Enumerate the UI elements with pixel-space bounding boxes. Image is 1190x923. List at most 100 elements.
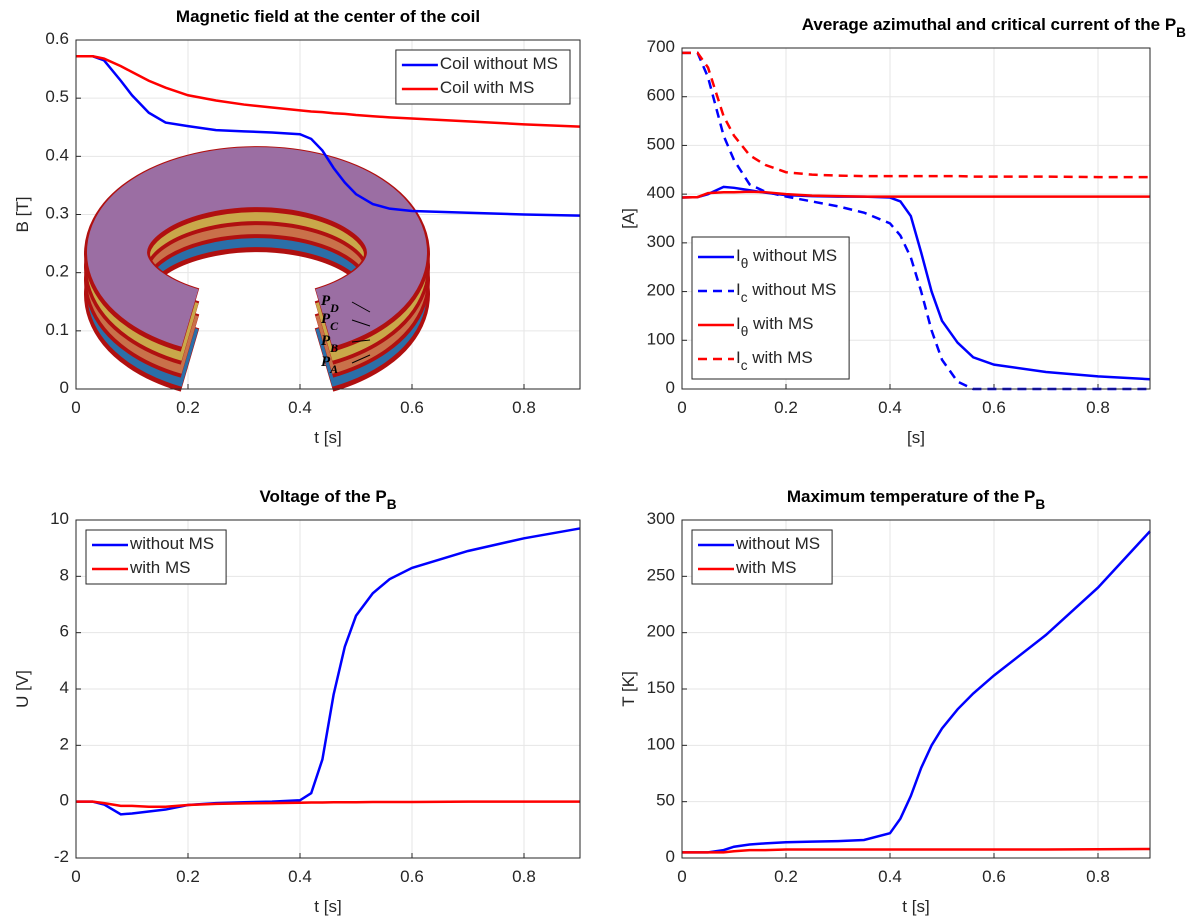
x-tick-label: 0 — [677, 867, 686, 886]
y-tick-label: 50 — [656, 791, 675, 810]
series-line — [682, 847, 1151, 854]
x-tick-label: 0.8 — [1086, 398, 1110, 417]
y-tick-label: 150 — [647, 678, 675, 697]
series-line — [682, 51, 1150, 179]
x-tick-label: 0 — [71, 867, 80, 886]
y-tick-label: 0 — [60, 791, 69, 810]
y-tick-label: 600 — [647, 86, 675, 105]
x-tick-label: 0.6 — [982, 398, 1006, 417]
y-tick-label: 250 — [647, 566, 675, 585]
y-tick-label: 100 — [647, 735, 675, 754]
y-axis-label: T [K] — [619, 671, 638, 707]
legend-label: Ic with MS — [736, 348, 813, 373]
y-axis-label: U [V] — [13, 670, 32, 708]
y-tick-label: 100 — [647, 330, 675, 349]
coil-inset — [84, 146, 430, 392]
legend-label: Ic without MS — [736, 280, 836, 305]
subplot: 0 0.2 0.4 0.6 0.8 0 50 100 150 200 250 300 t [s] T [K… — [619, 487, 1151, 916]
legend-label: Coil with MS — [440, 78, 534, 97]
series-line — [76, 55, 581, 128]
y-tick-label: -2 — [54, 847, 69, 866]
legend-box — [691, 529, 833, 585]
legend-label: with MS — [129, 558, 190, 577]
chart-title: Maximum temperature of the PB — [787, 487, 1045, 512]
x-tick-label: 0.2 — [176, 398, 200, 417]
inset-label: PD — [321, 293, 339, 314]
legend-box — [395, 49, 571, 105]
y-tick-label: 0 — [666, 847, 675, 866]
axes-frame — [681, 47, 1151, 390]
inset-label: PA — [321, 354, 338, 375]
legend-label: Iθ with MS — [736, 314, 813, 339]
inset-label: PB — [321, 333, 338, 354]
x-tick-label: 0.8 — [512, 867, 536, 886]
series-line — [681, 190, 1150, 199]
legend-box — [691, 236, 850, 380]
x-tick-label: 0.2 — [774, 867, 798, 886]
x-tick-label: 0.2 — [176, 867, 200, 886]
x-tick-label: 0.4 — [878, 398, 902, 417]
y-tick-label: 4 — [60, 678, 69, 697]
legend-label: Coil without MS — [440, 54, 558, 73]
x-axis-label: t [s] — [314, 428, 341, 447]
y-tick-label: 6 — [60, 622, 69, 641]
y-tick-label: 0.4 — [45, 146, 69, 165]
series-line — [76, 55, 581, 217]
legend-label: with MS — [735, 558, 796, 577]
series-line — [682, 530, 1151, 854]
legend: Coil without MS Coil with MS — [395, 49, 571, 105]
subplot: 0 0.2 0.4 0.6 0.8 0 100 200 300 400 500 600 700 [s] [A… — [619, 15, 1186, 447]
y-axis-label: [A] — [619, 208, 638, 229]
x-tick-label: 0.4 — [288, 867, 312, 886]
y-tick-label: 200 — [647, 281, 675, 300]
x-tick-label: 0.6 — [982, 867, 1006, 886]
y-axis-label: B [T] — [13, 197, 32, 233]
x-tick-label: 0 — [71, 398, 80, 417]
x-tick-label: 0.6 — [400, 867, 424, 886]
legend: without MS with MS — [691, 529, 833, 585]
y-tick-label: 0.6 — [45, 29, 69, 48]
chart-title: Voltage of the PB — [259, 487, 396, 512]
y-tick-label: 0 — [666, 378, 675, 397]
subplot: 0 0.2 0.4 0.6 0.8 0 0.1 0.2 0.3 0.4 0.5 0.6 t [s] B [… — [13, 7, 581, 447]
legend: Iθ without MS Ic without MS Iθ with MS Ic w… — [691, 236, 850, 380]
y-tick-label: 0.2 — [45, 262, 69, 281]
y-tick-label: 400 — [647, 184, 675, 203]
x-tick-label: 0.4 — [288, 398, 312, 417]
legend-box — [85, 529, 227, 585]
y-tick-label: 300 — [647, 509, 675, 528]
x-tick-label: 0.4 — [878, 867, 902, 886]
y-tick-label: 500 — [647, 135, 675, 154]
x-tick-label: 0.8 — [1086, 867, 1110, 886]
x-tick-label: 0 — [677, 398, 686, 417]
y-tick-label: 0.1 — [45, 320, 69, 339]
x-tick-label: 0.8 — [512, 398, 536, 417]
y-tick-label: 200 — [647, 622, 675, 641]
x-tick-label: 0.6 — [400, 398, 424, 417]
y-tick-label: 8 — [60, 566, 69, 585]
legend: without MS with MS — [85, 529, 227, 585]
y-tick-label: 300 — [647, 232, 675, 251]
legend-label: without MS — [735, 534, 820, 553]
chart-title: Average azimuthal and critical current o… — [802, 15, 1186, 40]
y-tick-label: 0 — [60, 378, 69, 397]
legend-label: Iθ without MS — [736, 246, 837, 271]
x-tick-label: 0.2 — [774, 398, 798, 417]
axes-frame — [75, 519, 581, 859]
legend-label: without MS — [129, 534, 214, 553]
y-tick-label: 10 — [50, 509, 69, 528]
series-line — [76, 527, 581, 816]
x-axis-label: t [s] — [314, 897, 341, 916]
axes-frame — [75, 39, 581, 390]
x-axis-label: [s] — [907, 428, 925, 447]
chart-title: Magnetic field at the center of the coil — [176, 7, 480, 26]
y-tick-label: 700 — [647, 37, 675, 56]
series-line — [76, 800, 580, 808]
y-tick-label: 2 — [60, 735, 69, 754]
inset-label: PC — [321, 311, 339, 332]
axes-frame — [681, 519, 1151, 859]
y-tick-label: 0.5 — [45, 88, 69, 107]
y-tick-label: 0.3 — [45, 204, 69, 223]
